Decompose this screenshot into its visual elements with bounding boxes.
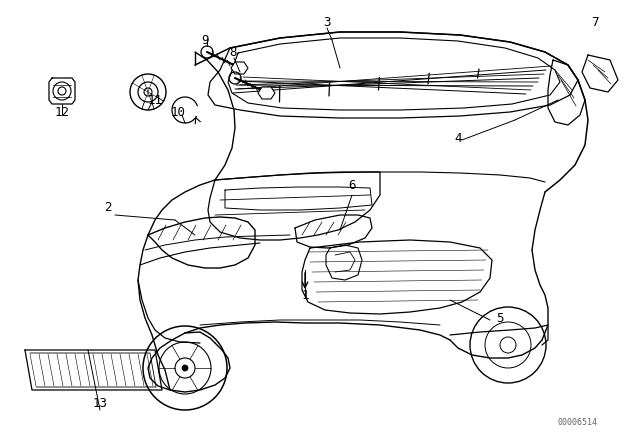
Text: 12: 12 bbox=[54, 105, 70, 119]
Text: 00006514: 00006514 bbox=[558, 418, 598, 426]
Text: 8: 8 bbox=[229, 46, 237, 59]
Text: 11: 11 bbox=[147, 94, 163, 107]
Text: 9: 9 bbox=[201, 34, 209, 47]
Polygon shape bbox=[231, 62, 248, 74]
Text: 3: 3 bbox=[323, 16, 331, 29]
Text: 5: 5 bbox=[496, 311, 504, 324]
Text: 10: 10 bbox=[170, 105, 186, 119]
Text: 6: 6 bbox=[348, 178, 356, 191]
Circle shape bbox=[182, 365, 188, 371]
Text: 13: 13 bbox=[93, 396, 108, 409]
Text: 1: 1 bbox=[301, 289, 308, 302]
Text: 4: 4 bbox=[454, 132, 461, 145]
Polygon shape bbox=[258, 87, 275, 99]
Text: 7: 7 bbox=[591, 16, 599, 29]
Text: 2: 2 bbox=[104, 201, 112, 214]
